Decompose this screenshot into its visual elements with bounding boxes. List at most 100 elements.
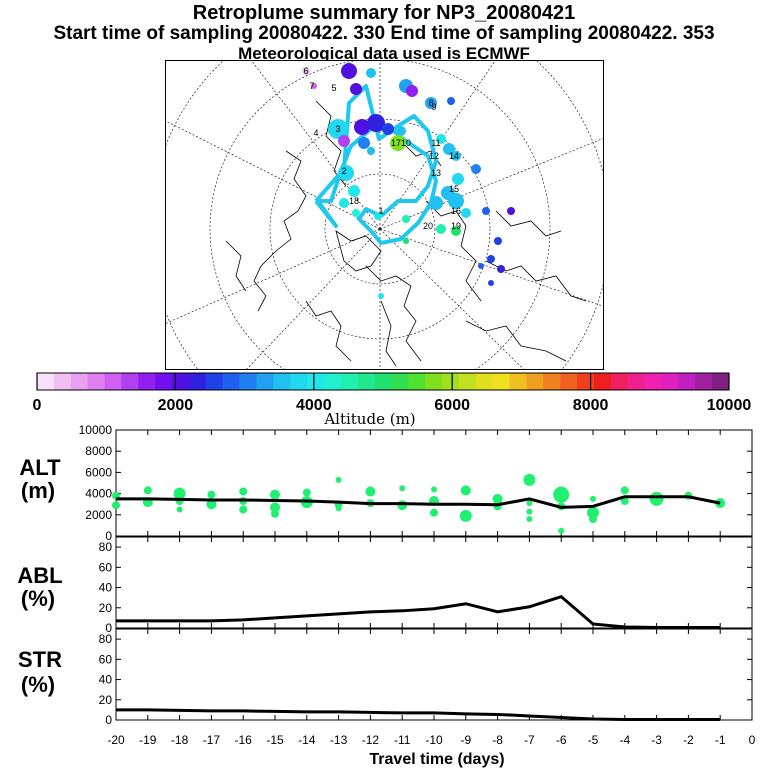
colorbar-swatch: [458, 373, 477, 390]
colorbar-swatch: [155, 373, 173, 390]
str-series-line: [116, 708, 721, 721]
alt-series-line: [116, 495, 721, 509]
cluster-point: [302, 488, 311, 497]
cluster-point: [270, 489, 280, 500]
colorbar-tick-label: 8000: [573, 397, 609, 414]
abl-unit: (%): [21, 586, 55, 611]
map-cluster-label: 9: [431, 102, 436, 112]
colorbar-swatch: [70, 373, 89, 390]
cluster-point: [270, 502, 280, 513]
map-cluster-label: 10: [401, 138, 411, 148]
cluster-point: [459, 509, 472, 522]
str-label: STR: [18, 647, 62, 672]
map-cluster-label: 6: [303, 66, 308, 76]
y-tick-label: 8000: [85, 444, 112, 458]
cluster-point: [397, 500, 408, 511]
cluster-point: [206, 499, 217, 510]
abl-label: ABL: [17, 563, 62, 588]
map-cluster-marker: [429, 196, 443, 210]
map-cluster-label: 12: [429, 151, 439, 161]
map-cluster-label: 14: [449, 151, 459, 161]
map-cluster-label: 7: [309, 81, 314, 91]
cluster-point: [526, 516, 533, 523]
map-cluster-label: 2: [341, 166, 346, 176]
map-cluster-marker: [302, 67, 310, 75]
x-tick-label: -9: [460, 733, 471, 747]
cluster-point: [620, 497, 629, 506]
cluster-point: [335, 505, 342, 512]
colorbar-swatch: [560, 373, 578, 390]
x-tick-label: -13: [330, 733, 348, 747]
colorbar-swatch: [593, 373, 612, 390]
colorbar-swatch: [695, 373, 713, 390]
cluster-point: [430, 508, 438, 517]
y-tick-label: 6000: [85, 465, 112, 479]
colorbar-swatch: [627, 373, 646, 390]
map-cluster-marker: [367, 147, 375, 155]
cluster-point: [589, 515, 597, 524]
map-cluster-marker: [367, 114, 385, 132]
cluster-point: [553, 486, 570, 503]
meteorological-data-note: Meteorological data used is ECMWF: [238, 44, 530, 63]
colorbar-swatch: [172, 373, 190, 390]
x-tick-label: -2: [683, 733, 694, 747]
map-graticule: [166, 61, 603, 369]
x-tick-label: -8: [492, 733, 503, 747]
map-cluster-marker: [341, 63, 357, 79]
map-cluster-marker: [443, 143, 455, 155]
y-tick-label: 4000: [85, 487, 112, 501]
cluster-point: [239, 505, 248, 514]
chart-title: Retroplume summary for NP3_20080421: [192, 2, 576, 24]
x-tick-label: -12: [362, 733, 380, 747]
colorbar-swatch: [644, 373, 662, 390]
map-cluster-marker: [338, 165, 354, 181]
colorbar-swatch: [340, 373, 359, 390]
y-tick-label: 80: [99, 632, 113, 646]
map-cluster-marker: [436, 134, 446, 144]
colorbar-swatch: [273, 373, 291, 390]
x-tick-label: -15: [266, 733, 284, 747]
colorbar-swatch: [188, 373, 207, 390]
map-cluster-label: 11: [431, 138, 440, 148]
str-frame: [115, 628, 753, 721]
y-tick-label: 60: [99, 652, 113, 666]
colorbar-tick-label: 0: [33, 397, 42, 414]
cluster-point: [271, 509, 279, 518]
cluster-point: [207, 490, 216, 499]
abl-frame: [115, 536, 753, 629]
map-cluster-marker: [339, 198, 349, 208]
colorbar-swatch: [543, 373, 561, 390]
x-tick-label: -10: [425, 733, 443, 747]
y-tick-label: 2000: [85, 508, 112, 522]
map-cluster-label: 18: [349, 196, 359, 206]
cluster-point: [112, 501, 120, 510]
map-cluster-marker: [396, 126, 406, 136]
x-tick-label: 0: [749, 733, 756, 747]
map-cluster-marker: [354, 119, 370, 135]
map-cluster-marker: [403, 238, 409, 244]
map-cluster-label: 4: [313, 128, 318, 138]
cluster-point: [143, 486, 152, 495]
map-cluster-marker: [366, 68, 376, 78]
map-cluster-marker: [482, 207, 490, 215]
map-cluster-label: 16: [451, 206, 461, 216]
map-canvas: 67 5 4 3 2 89 10 11 12 13 14 15 16 17 18 19 20 1: [166, 61, 603, 369]
map-cluster-marker: [507, 207, 515, 215]
colorbar-swatch: [205, 373, 224, 390]
map-cluster-marker: [447, 97, 455, 105]
cluster-point: [399, 485, 406, 492]
colorbar-swatch: [661, 373, 679, 390]
x-tick-label: -3: [651, 733, 662, 747]
y-tick-label: 0: [105, 713, 112, 727]
colorbar-swatch: [357, 373, 376, 390]
cluster-point: [649, 491, 664, 506]
map-cluster-markers: 67 5 4 3 2 89 10 11 12 13 14 15 16 17 18 19 20 1: [302, 63, 515, 299]
map-cluster-marker: [350, 83, 362, 95]
y-tick-label: 80: [99, 540, 113, 554]
map-cluster-marker: [451, 226, 461, 236]
alt-panel: 0 2000 4000 6000 8000 10000 ALT(m): [19, 423, 753, 543]
altitude-colorbar: [36, 372, 730, 391]
y-tick-label: 0: [105, 529, 112, 543]
map-cluster-marker: [402, 215, 410, 223]
